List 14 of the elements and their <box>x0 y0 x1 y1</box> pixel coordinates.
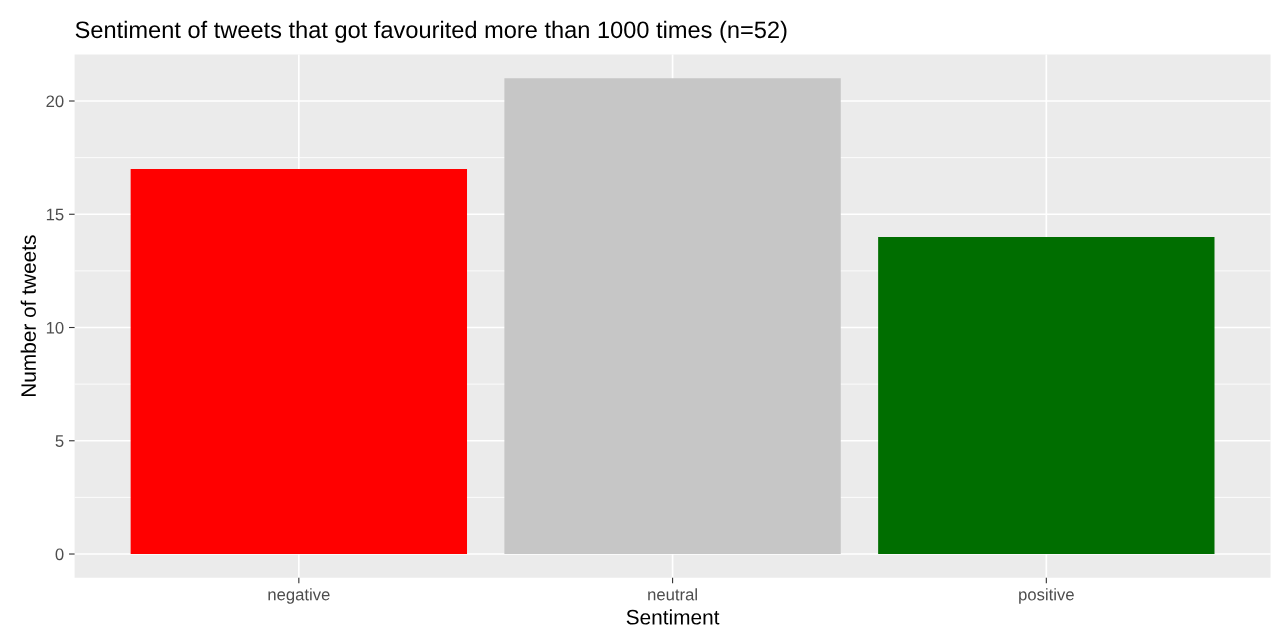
chart-title: Sentiment of tweets that got favourited more than 1000 times (n=52) <box>75 20 787 43</box>
y-tick-label: 0 <box>55 548 64 561</box>
x-tick-label: negative <box>268 588 330 604</box>
y-axis-title: Number of tweets <box>20 235 36 397</box>
y-tick-label: 20 <box>46 95 64 108</box>
x-tick-label: positive <box>1019 588 1074 604</box>
bar <box>130 168 468 555</box>
x-tick-label: neutral <box>648 588 697 601</box>
y-tick-label: 15 <box>46 208 64 221</box>
bar <box>504 78 841 555</box>
bar <box>878 236 1215 555</box>
y-tick-label: 5 <box>55 435 64 447</box>
y-tick-label: 10 <box>46 321 64 334</box>
x-axis-title: Sentiment <box>626 609 720 625</box>
